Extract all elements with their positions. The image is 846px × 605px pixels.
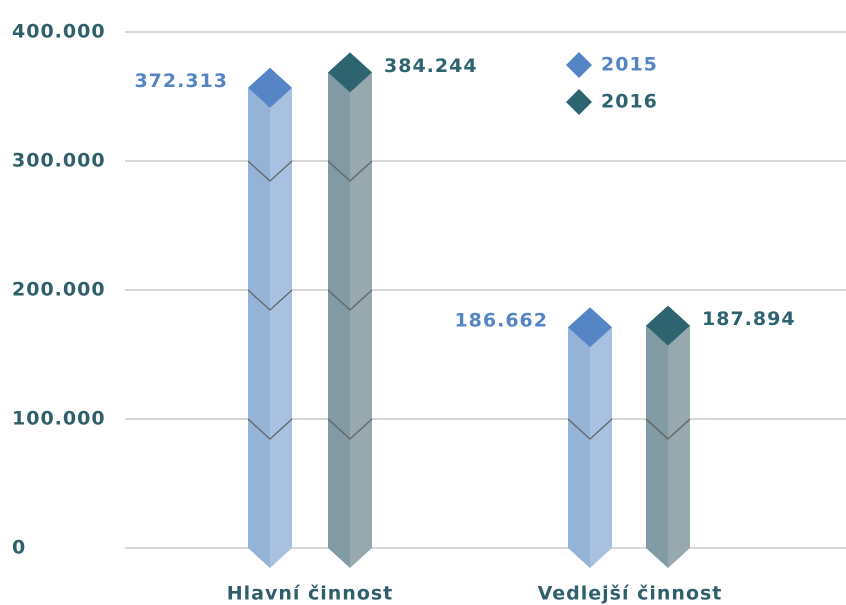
bar-marker	[646, 305, 690, 346]
x-tick-label: Vedlejší činnost	[538, 583, 723, 605]
bar-chevron	[327, 160, 373, 182]
bar	[567, 327, 613, 568]
bar-marker	[328, 52, 372, 93]
bar-chevron	[567, 418, 613, 440]
y-tick-label: 100.000	[12, 408, 106, 430]
bar-marker	[568, 307, 612, 348]
bar-left	[328, 72, 350, 568]
bar-chevron	[247, 160, 293, 182]
bar-left	[568, 327, 590, 568]
legend-marker	[566, 89, 592, 115]
bar-right	[668, 325, 690, 568]
bar-left	[248, 87, 270, 568]
value-label: 187.894	[702, 308, 796, 330]
y-tick-label: 200.000	[12, 279, 106, 301]
x-tick-label: Hlavní činnost	[227, 583, 394, 605]
y-tick-label: 0	[12, 537, 26, 559]
bar-chevron	[247, 289, 293, 311]
value-label: 186.662	[454, 310, 548, 332]
bar-right	[350, 72, 372, 568]
value-label: 372.313	[134, 70, 228, 92]
bar	[645, 325, 691, 568]
legend-marker	[566, 52, 592, 78]
bar	[327, 72, 373, 568]
bar	[247, 87, 293, 568]
bar-chevron	[645, 418, 691, 440]
y-tick-label: 400.000	[12, 21, 106, 43]
bar-chevron	[327, 418, 373, 440]
bar-marker	[248, 67, 292, 108]
legend-label: 2015	[601, 54, 658, 76]
bar-right	[270, 87, 292, 568]
bar-chevron	[327, 289, 373, 311]
bar-right	[590, 327, 612, 568]
bar-left	[646, 325, 668, 568]
value-label: 384.244	[384, 55, 478, 77]
bar-chevron	[247, 418, 293, 440]
legend-label: 2016	[601, 91, 658, 113]
y-tick-label: 300.000	[12, 150, 106, 172]
